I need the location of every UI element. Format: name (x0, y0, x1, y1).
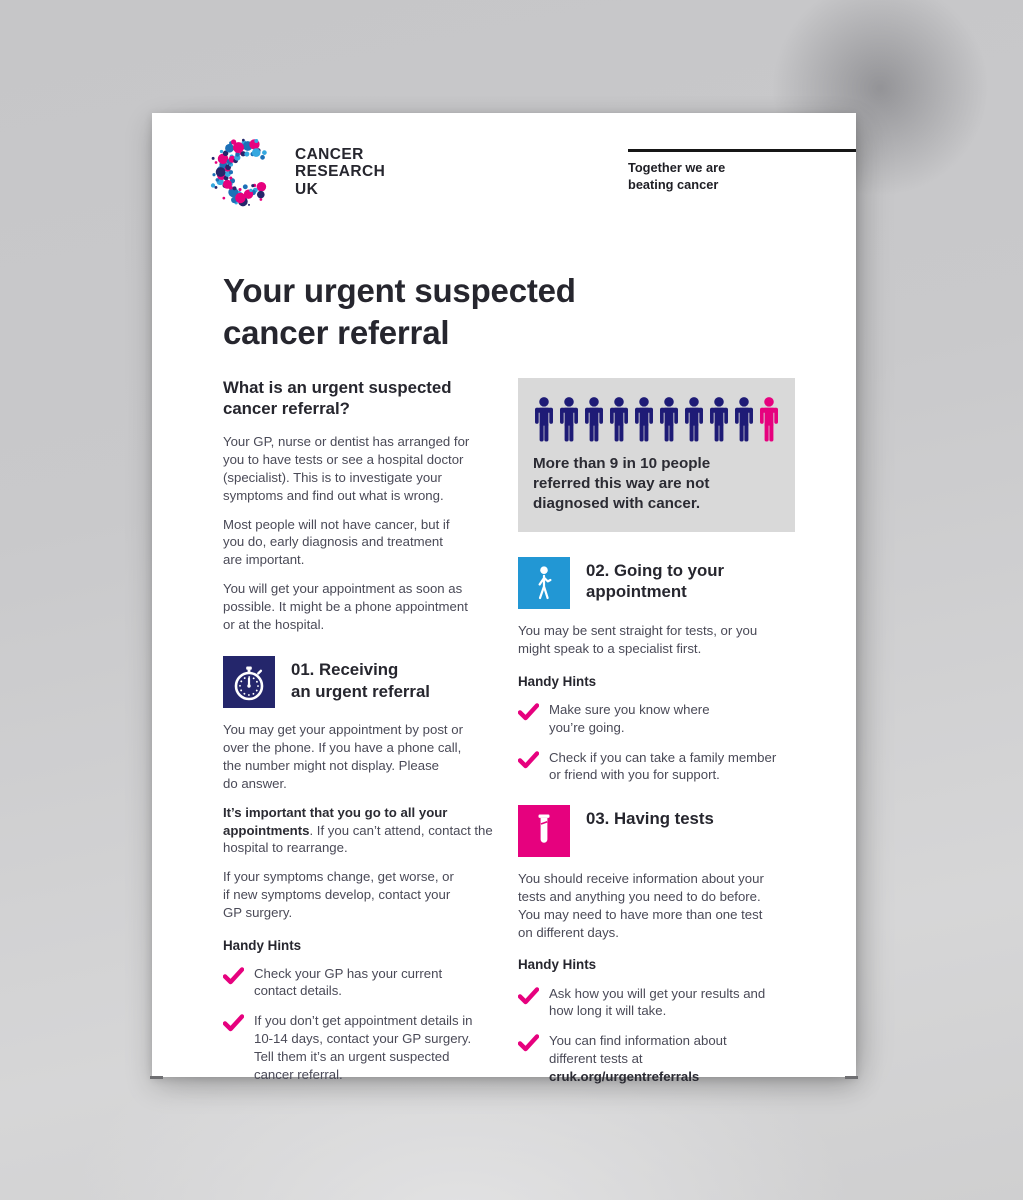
hint-text-lead: You can find information about different… (549, 1033, 727, 1066)
page-title: Your urgent suspected cancer referral (223, 272, 576, 351)
hint-item: Check your GP has your current contact d… (223, 965, 497, 1001)
section-03-paragraph-1: You should receive information about you… (518, 871, 764, 940)
check-icon (223, 966, 244, 984)
section-01-title: 01. Receiving an urgent referral (291, 660, 430, 701)
infographic-box: More than 9 in 10 people referred this w… (518, 378, 795, 533)
hint-item: Check if you can take a family member or… (518, 749, 795, 785)
person-icon (585, 397, 603, 442)
intro-heading: What is an urgent suspected cancer refer… (223, 378, 452, 418)
person-icon (610, 397, 628, 442)
hint-text: Make sure you know where you’re going. (549, 701, 710, 735)
section-01-paragraph-3: If your symptoms change, get worse, or i… (223, 869, 454, 920)
leaflet-page: CANCER RESEARCH UK Together we are beati… (150, 113, 858, 1084)
cruk-logo: CANCER RESEARCH UK (206, 133, 385, 211)
check-icon (518, 703, 539, 721)
section-01-paragraph-2: It’s important that you go to all your a… (223, 804, 497, 857)
section-01-header: 01. Receiving an urgent referral (223, 656, 497, 709)
person-icon (535, 397, 553, 442)
important-bold-text: It’s important that you go to all your a… (223, 804, 448, 838)
infographic-caption: More than 9 in 10 people referred this w… (533, 455, 711, 512)
hint-text: Check your GP has your current contact d… (254, 965, 443, 999)
page-curl-left (150, 1076, 163, 1079)
cruk-logo-wordmark: CANCER RESEARCH UK (295, 146, 386, 198)
hint-link-url: cruk.org/urgentreferrals (549, 1068, 700, 1084)
person-icon (735, 397, 753, 442)
section-03-title: 03. Having tests (586, 809, 714, 829)
section-01-icon-tile (223, 656, 275, 709)
intro-paragraph-2: Most people will not have cancer, but if… (223, 516, 450, 568)
person-icon (685, 397, 703, 442)
section-03-icon-tile (518, 805, 570, 858)
hint-item: If you don’t get appointment details in … (223, 1012, 497, 1083)
left-column: What is an urgent suspected cancer refer… (223, 378, 497, 1096)
person-icon (660, 397, 678, 442)
tagline-block: Together we are beating cancer (628, 149, 856, 193)
section-03-header: 03. Having tests (518, 805, 795, 858)
check-icon (518, 986, 539, 1004)
section-02-icon-tile (518, 557, 570, 610)
person-icon (560, 397, 578, 442)
test-tube-icon (538, 814, 550, 844)
hint-item: Make sure you know where you’re going. (518, 701, 795, 737)
intro-paragraph-1: Your GP, nurse or dentist has arranged f… (223, 434, 470, 503)
check-icon (518, 1034, 539, 1052)
hint-item: You can find information about different… (518, 1032, 795, 1085)
walking-person-icon (538, 566, 552, 600)
section-02-paragraph-1: You may be sent straight for tests, or y… (518, 623, 758, 657)
section-02-header: 02. Going to your appointment (518, 557, 795, 610)
stopwatch-icon (234, 666, 264, 701)
hint-text: You can find information about different… (549, 1032, 727, 1085)
hint-text: Ask how you will get your results and ho… (549, 985, 766, 1019)
handy-hints-heading: Handy Hints (518, 673, 597, 689)
hint-text: If you don’t get appointment details in … (254, 1013, 473, 1082)
person-icon (760, 397, 778, 442)
person-icon (710, 397, 728, 442)
check-icon (223, 1014, 244, 1032)
tagline-text: Together we are beating cancer (628, 160, 726, 192)
handy-hints-heading: Handy Hints (223, 937, 302, 953)
handy-hints-heading: Handy Hints (518, 957, 597, 973)
section-02-title: 02. Going to your appointment (586, 561, 724, 602)
cruk-dotted-c-icon (210, 138, 267, 207)
page-curl-right (845, 1076, 858, 1079)
hint-text: Check if you can take a family member or… (549, 749, 777, 783)
right-column: More than 9 in 10 people referred this w… (518, 378, 795, 1098)
hint-item: Ask how you will get your results and ho… (518, 985, 795, 1021)
intro-paragraph-3: You will get your appointment as soon as… (223, 581, 468, 632)
section-01-paragraph-1: You may get your appointment by post or … (223, 722, 463, 791)
person-icon (635, 397, 653, 442)
important-rest-text: . If you can’t attend, contact the hospi… (223, 822, 493, 856)
check-icon (518, 750, 539, 768)
people-row (533, 396, 780, 443)
